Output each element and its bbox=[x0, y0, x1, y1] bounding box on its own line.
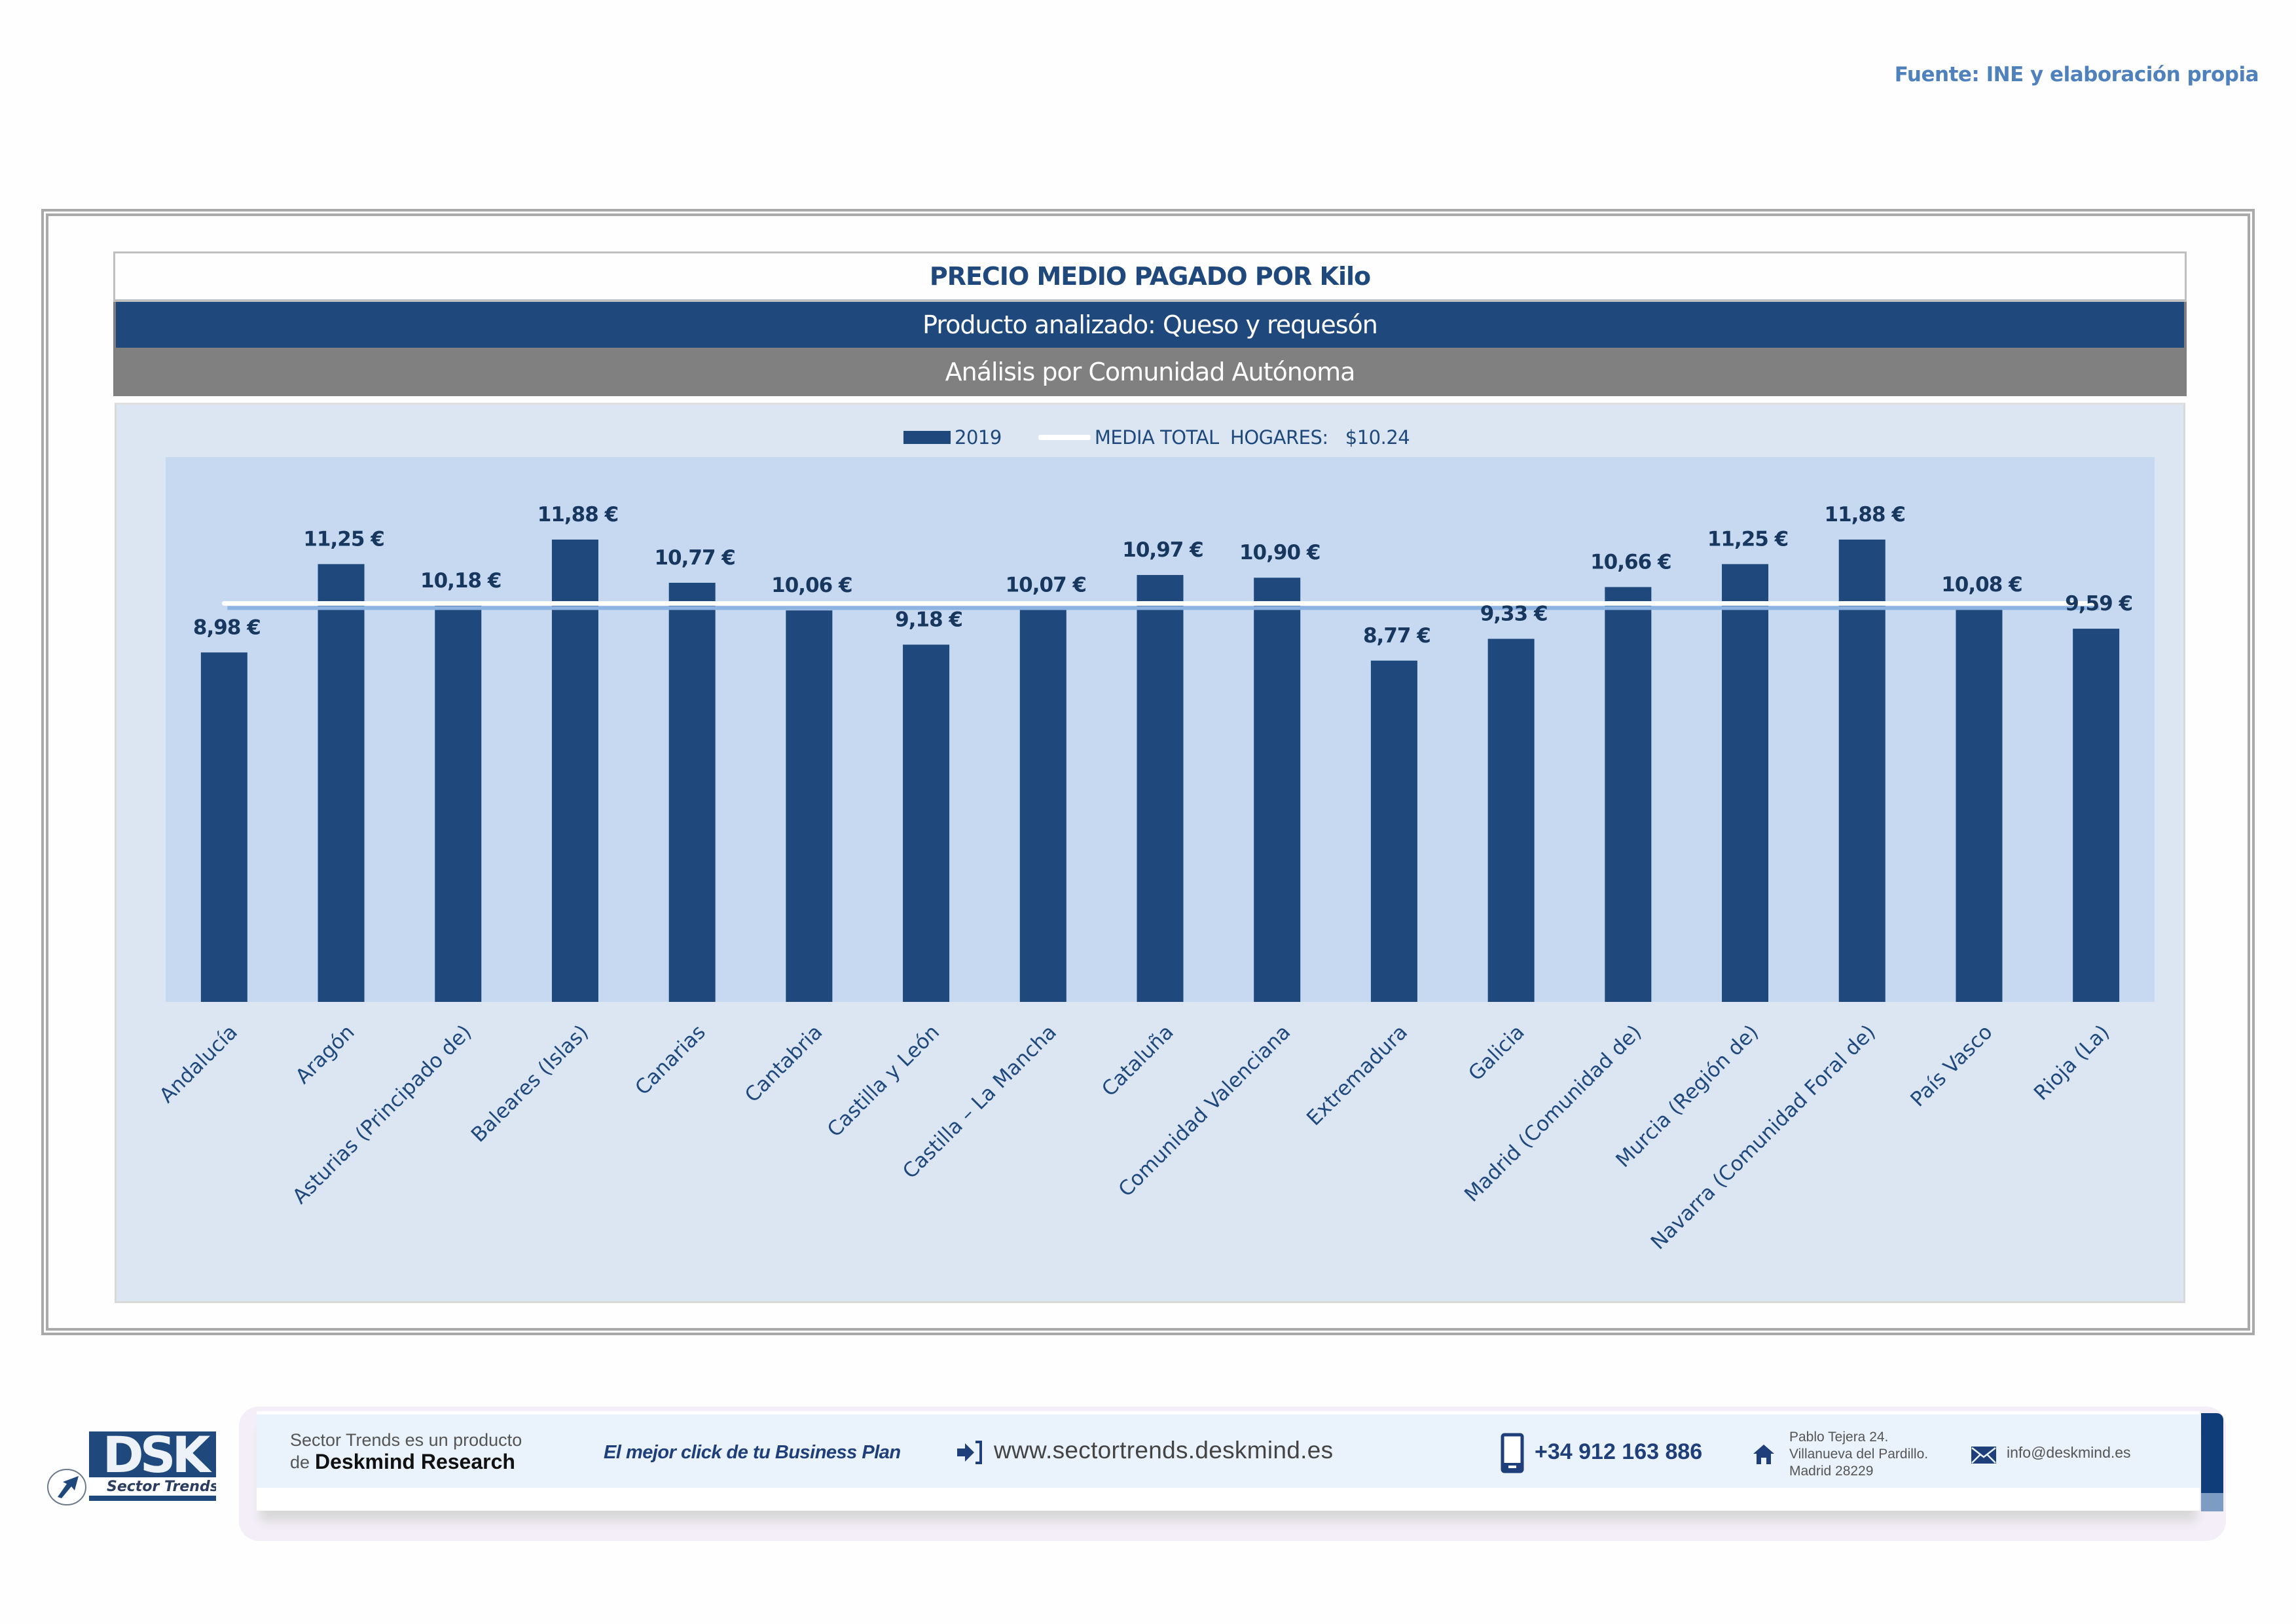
login-arrow-icon bbox=[956, 1439, 985, 1469]
footer-address-line3: Madrid 28229 bbox=[1789, 1464, 1874, 1479]
footer-email-link[interactable]: info@deskmind.es bbox=[2007, 1444, 2131, 1461]
footer-banner-accent-light bbox=[2201, 1493, 2223, 1511]
product-band: Producto analizado: Queso y requesón bbox=[113, 302, 2187, 348]
inner-frame bbox=[46, 213, 2250, 1331]
footer-address: Pablo Tejera 24. Villanueva del Pardillo… bbox=[1789, 1429, 1928, 1480]
footer-website-link[interactable]: www.sectortrends.deskmind.es bbox=[994, 1437, 1334, 1464]
svg-text:DSK: DSK bbox=[103, 1426, 213, 1484]
footer-address-line1: Pablo Tejera 24. bbox=[1789, 1430, 1889, 1445]
footer-product-prefix: de bbox=[290, 1452, 310, 1472]
legend-swatch-mean-line bbox=[1038, 435, 1091, 440]
footer-phone[interactable]: +34 912 163 886 bbox=[1535, 1439, 1703, 1464]
envelope-icon bbox=[1971, 1446, 1997, 1467]
dsk-logo: DSK Sector Trends bbox=[46, 1420, 220, 1508]
footer-slogan: El mejor click de tu Business Plan bbox=[604, 1442, 901, 1463]
footer-banner-strip bbox=[257, 1414, 2200, 1488]
svg-text:Sector Trends: Sector Trends bbox=[107, 1479, 216, 1495]
legend-swatch-2019 bbox=[903, 431, 951, 444]
report-header: PRECIO MEDIO PAGADO POR Kilo Producto an… bbox=[113, 251, 2187, 396]
report-title: PRECIO MEDIO PAGADO POR Kilo bbox=[113, 251, 2187, 302]
outer-frame bbox=[41, 209, 2255, 1335]
analysis-band: Análisis por Comunidad Autónoma bbox=[113, 348, 2187, 396]
mobile-phone-icon bbox=[1501, 1433, 1524, 1477]
footer-product-line1: Sector Trends es un producto bbox=[290, 1430, 522, 1450]
source-note: Fuente: INE y elaboración propia bbox=[1894, 63, 2259, 86]
chart-panel bbox=[115, 403, 2185, 1303]
legend-label-2019: 2019 bbox=[955, 426, 1002, 449]
footer-address-line2: Villanueva del Pardillo. bbox=[1789, 1447, 1929, 1462]
legend-label-mean: MEDIA TOTAL HOGARES: $10.24 bbox=[1094, 426, 1410, 449]
footer-brand: Deskmind Research bbox=[315, 1450, 515, 1473]
home-icon bbox=[1752, 1443, 1776, 1469]
chart-legend: 2019 MEDIA TOTAL HOGARES: $10.24 bbox=[903, 424, 1410, 451]
